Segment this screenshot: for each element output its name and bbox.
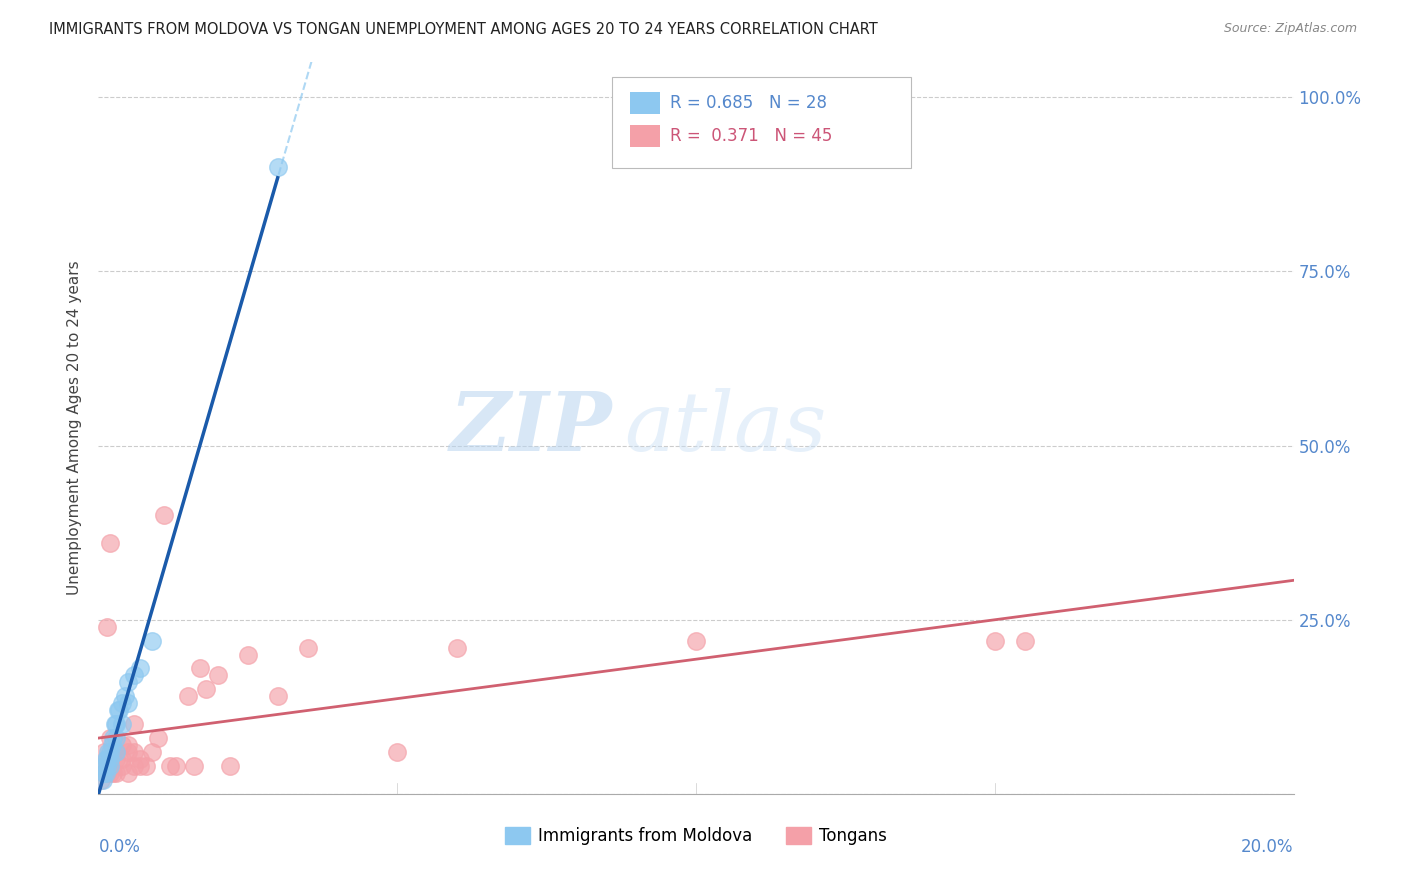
Point [159,759,181,773]
Point [108,703,131,717]
Point [219,759,242,773]
Point [124,759,146,773]
Point [124,717,146,731]
Point [107,703,129,717]
Point [96,766,118,780]
Point [111,738,134,752]
Point [114,690,136,704]
Point [98,752,122,766]
Point [165,759,187,773]
Point [267,690,290,704]
Point [177,690,200,704]
Point [93,745,115,759]
Point [297,640,319,655]
Point [685,633,707,648]
Text: ZIP: ZIP [450,388,613,468]
Point [188,661,211,675]
Point [93,759,115,773]
Point [117,766,139,780]
Point [195,682,218,697]
Point [117,745,139,759]
Point [103,731,125,746]
Point [135,759,157,773]
Point [111,759,134,773]
Text: R =  0.371   N = 45: R = 0.371 N = 45 [669,127,832,145]
Text: 20.0%: 20.0% [1241,838,1294,855]
Point [117,738,139,752]
Point [96,766,118,780]
Point [105,745,128,759]
Point [105,731,128,746]
Point [153,508,176,523]
Point [103,766,125,780]
Point [446,640,468,655]
Point [141,745,163,759]
Point [129,661,152,675]
Legend: Immigrants from Moldova, Tongans: Immigrants from Moldova, Tongans [498,820,894,851]
Text: Source: ZipAtlas.com: Source: ZipAtlas.com [1223,22,1357,36]
Point [267,160,290,174]
Point [111,717,134,731]
Point [96,620,118,634]
Point [117,675,139,690]
Bar [630,92,661,113]
Point [98,731,122,746]
Point [94,752,117,766]
Point [93,759,115,773]
Text: IMMIGRANTS FROM MOLDOVA VS TONGAN UNEMPLOYMENT AMONG AGES 20 TO 24 YEARS CORRELA: IMMIGRANTS FROM MOLDOVA VS TONGAN UNEMPL… [49,22,877,37]
Point [98,745,122,759]
Point [105,745,128,759]
Point [96,752,118,766]
Point [98,752,122,766]
Point [98,766,122,780]
Text: 0.0%: 0.0% [98,838,141,855]
Point [124,745,146,759]
Point [105,752,128,766]
Point [236,648,259,662]
Point [117,696,139,710]
Point [104,717,127,731]
Point [124,668,146,682]
Point [97,745,120,759]
Point [90,772,112,787]
Bar [630,125,661,146]
Text: R = 0.685   N = 28: R = 0.685 N = 28 [669,94,827,112]
Point [111,696,134,710]
Point [105,717,128,731]
Point [129,752,152,766]
Point [129,759,152,773]
Point [93,766,115,780]
Point [984,633,1007,648]
Point [111,752,134,766]
FancyBboxPatch shape [613,77,911,169]
Point [105,766,128,780]
Point [93,766,115,780]
Y-axis label: Unemployment Among Ages 20 to 24 years: Unemployment Among Ages 20 to 24 years [67,260,83,596]
Point [141,633,163,648]
Text: atlas: atlas [624,388,827,468]
Point [1014,633,1036,648]
Point [96,759,118,773]
Point [98,536,122,550]
Point [183,759,205,773]
Point [207,668,229,682]
Point [148,731,170,746]
Point [91,772,114,787]
Point [98,759,122,773]
Point [385,745,409,759]
Point [100,738,122,752]
